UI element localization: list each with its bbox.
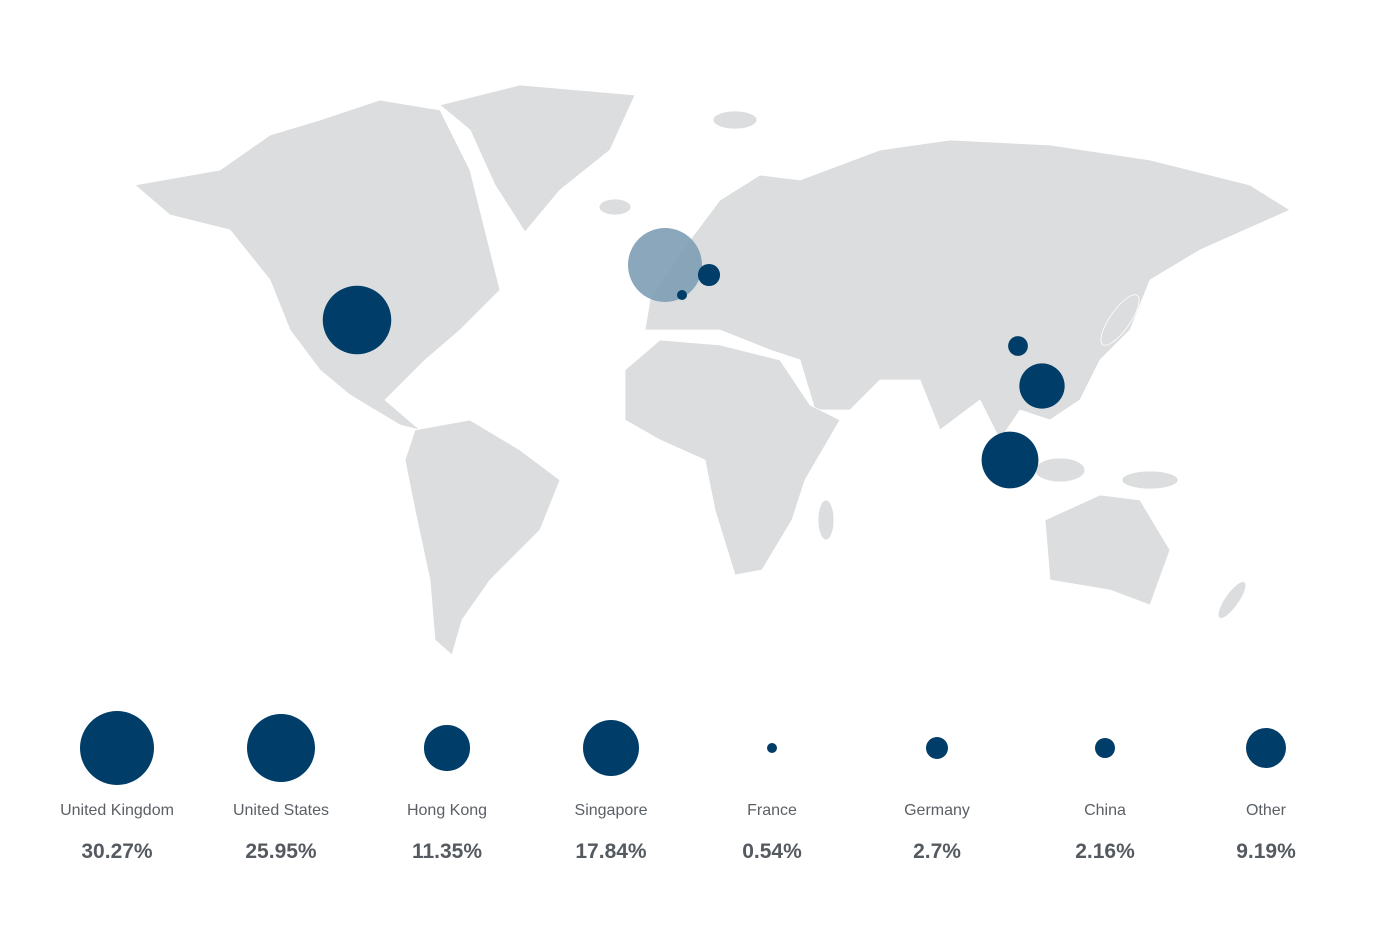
new-guinea [1121, 470, 1179, 490]
map-bubble-united-states[interactable] [322, 285, 392, 355]
legend-bubble [582, 719, 640, 777]
map-bubble-china[interactable] [1008, 336, 1028, 356]
country-label: United Kingdom [60, 802, 174, 819]
percent-value: 0.54% [742, 840, 802, 863]
iceland [598, 198, 632, 216]
madagascar [817, 499, 835, 541]
percent-value: 2.16% [1075, 840, 1135, 863]
percent-value: 25.95% [245, 840, 317, 863]
world-map [134, 84, 1291, 656]
indonesia [1034, 457, 1086, 483]
australia [1044, 494, 1171, 606]
percent-value: 30.27% [81, 840, 153, 863]
land-masses [134, 84, 1291, 656]
svalbard [712, 110, 758, 130]
map-bubble-france[interactable] [677, 290, 687, 300]
map-bubbles [322, 228, 1065, 489]
map-bubble-singapore[interactable] [981, 431, 1039, 489]
legend-bubble [424, 725, 470, 771]
africa [624, 339, 841, 576]
country-label: Singapore [574, 802, 648, 819]
country-label: China [1084, 802, 1126, 819]
country-label: France [747, 802, 797, 819]
legend-bubble [246, 713, 316, 783]
legend-bubble [925, 736, 949, 760]
legend-bubble [767, 743, 777, 753]
country-label: Other [1245, 802, 1286, 819]
legend-bubble [80, 711, 154, 785]
percent-value: 11.35% [411, 840, 483, 863]
country-label: United States [232, 802, 330, 819]
percent-value: 9.19% [1236, 840, 1296, 863]
percent-value: 2.7% [913, 840, 961, 863]
legend-bubble [1245, 727, 1287, 769]
country-label: Hong Kong [406, 802, 488, 819]
country-label: Germany [904, 802, 970, 819]
legend: United Kingdom 30.27% United States 25.95% H… [0, 690, 1373, 890]
percent-value: 17.84% [575, 840, 647, 863]
map-bubble-germany[interactable] [697, 263, 721, 287]
map-bubble-united-kingdom[interactable] [628, 228, 702, 302]
south-america [404, 419, 561, 656]
north-america [134, 99, 501, 431]
japan [1100, 294, 1140, 346]
legend-bubble [1095, 738, 1115, 758]
greenland [439, 84, 636, 233]
new-zealand [1217, 581, 1247, 619]
map-bubble-hong-kong[interactable] [1019, 363, 1065, 409]
